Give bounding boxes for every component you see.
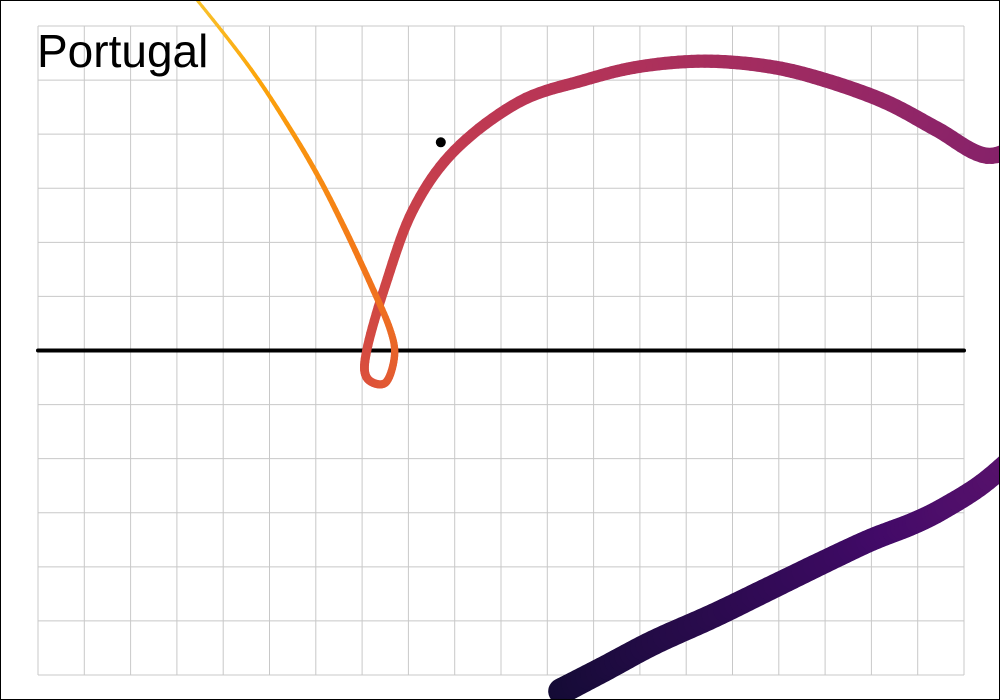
trail-series [195,1,999,699]
trail-segment [195,1,201,4]
chart-title: Portugal [37,25,208,77]
current-position-marker [435,137,446,148]
